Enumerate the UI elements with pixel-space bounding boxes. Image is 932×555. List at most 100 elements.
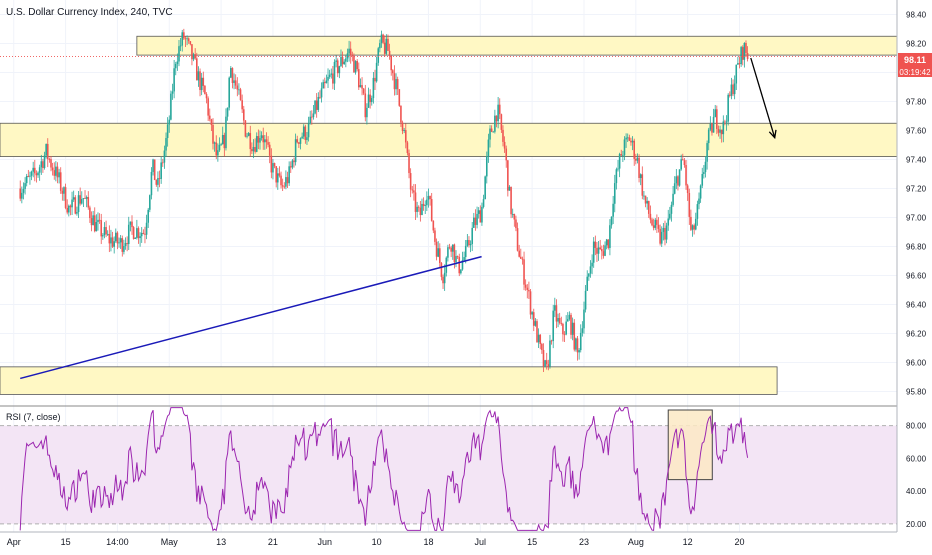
candle-body xyxy=(669,213,671,219)
candle-body xyxy=(476,213,478,225)
candle-body xyxy=(398,89,401,106)
candle-body xyxy=(29,175,31,177)
candle-body xyxy=(497,104,499,122)
candle-body xyxy=(361,85,363,89)
candle-body xyxy=(623,139,626,156)
candle-body xyxy=(226,107,229,117)
candle-body xyxy=(474,217,477,225)
candle-body xyxy=(547,364,550,367)
candle-body xyxy=(35,173,38,176)
chart-title: U.S. Dollar Currency Index, 240, TVC xyxy=(6,7,173,18)
candle-body xyxy=(615,169,618,184)
x-tick-label: 18 xyxy=(423,537,433,547)
y-tick-label: 95.80 xyxy=(906,388,927,397)
candle-body xyxy=(187,38,190,42)
candle-body xyxy=(131,221,133,228)
candle-body xyxy=(24,183,26,189)
candle-body xyxy=(200,77,203,91)
candle-body xyxy=(34,167,36,174)
candle-body xyxy=(196,58,198,81)
candle-body xyxy=(456,256,459,257)
candle-body xyxy=(507,160,509,191)
candle-body xyxy=(612,203,614,217)
candle-body xyxy=(686,185,689,194)
candle-body xyxy=(711,123,713,133)
candle-body xyxy=(346,53,349,59)
candle-body xyxy=(38,167,41,173)
candle-body xyxy=(158,178,161,179)
candle-body xyxy=(487,139,490,157)
candle-body xyxy=(272,163,274,173)
candle-body xyxy=(691,225,694,230)
zone-layer xyxy=(0,35,898,395)
y-tick-label: 97.80 xyxy=(906,98,927,107)
candle-body xyxy=(260,135,263,139)
candle-body xyxy=(335,60,337,62)
candle-body xyxy=(249,133,252,150)
candle-body xyxy=(643,195,645,197)
candle-body xyxy=(367,94,370,108)
candle-body xyxy=(647,201,650,214)
candle-body xyxy=(417,206,420,208)
x-tick-label: 12 xyxy=(683,537,693,547)
candle-body xyxy=(293,160,295,163)
candle-body xyxy=(147,209,150,223)
candle-body xyxy=(683,160,686,165)
candle-body xyxy=(241,100,243,110)
candle-body xyxy=(348,48,350,54)
candle-body xyxy=(330,73,333,75)
candle-body xyxy=(515,219,517,229)
arrow-head xyxy=(768,129,777,140)
candle-body xyxy=(473,217,475,228)
candle-body xyxy=(68,205,70,213)
candle-body xyxy=(458,256,461,274)
candle-body xyxy=(401,122,404,131)
zone-box xyxy=(0,122,898,157)
candle-body xyxy=(319,96,321,98)
candle-body xyxy=(115,232,117,242)
candle-body xyxy=(255,136,258,152)
candle-body xyxy=(735,64,738,84)
x-tick-label: 21 xyxy=(268,537,278,547)
candle-body xyxy=(42,161,44,169)
candle-body xyxy=(385,38,388,54)
candle-body xyxy=(618,154,621,169)
candle-body xyxy=(416,206,418,212)
candle-body xyxy=(717,128,720,133)
candle-body xyxy=(183,32,185,39)
annotation-layer xyxy=(0,56,897,380)
last-price-tag xyxy=(898,53,932,66)
candle-body xyxy=(264,139,266,143)
candle-body xyxy=(283,186,286,188)
candle-body xyxy=(693,225,695,230)
candle-body xyxy=(571,322,574,335)
candle-body xyxy=(197,71,200,81)
candle-body xyxy=(110,237,112,244)
candle-body xyxy=(79,195,81,204)
candle-body xyxy=(712,116,715,133)
candle-body xyxy=(638,157,640,178)
candle-body xyxy=(620,154,623,156)
candle-body xyxy=(252,146,255,152)
candle-body xyxy=(179,45,182,47)
candle-body xyxy=(267,142,269,145)
candle-body xyxy=(90,218,93,226)
candle-body xyxy=(215,142,218,156)
candle-body xyxy=(490,128,493,132)
candle-body xyxy=(667,218,670,226)
candle-body xyxy=(285,177,287,187)
candle-body xyxy=(430,199,433,221)
candle-body xyxy=(558,318,561,324)
x-tick-label: 13 xyxy=(216,537,226,547)
candle-body xyxy=(25,176,28,184)
candle-body xyxy=(270,155,273,173)
candle-body xyxy=(370,98,373,103)
candle-body xyxy=(464,245,467,258)
candle-body xyxy=(678,169,681,186)
candle-body xyxy=(320,88,323,98)
x-tick-label: 23 xyxy=(579,537,589,547)
candle-body xyxy=(581,328,584,333)
candle-body xyxy=(136,228,138,238)
candle-body xyxy=(160,162,162,179)
